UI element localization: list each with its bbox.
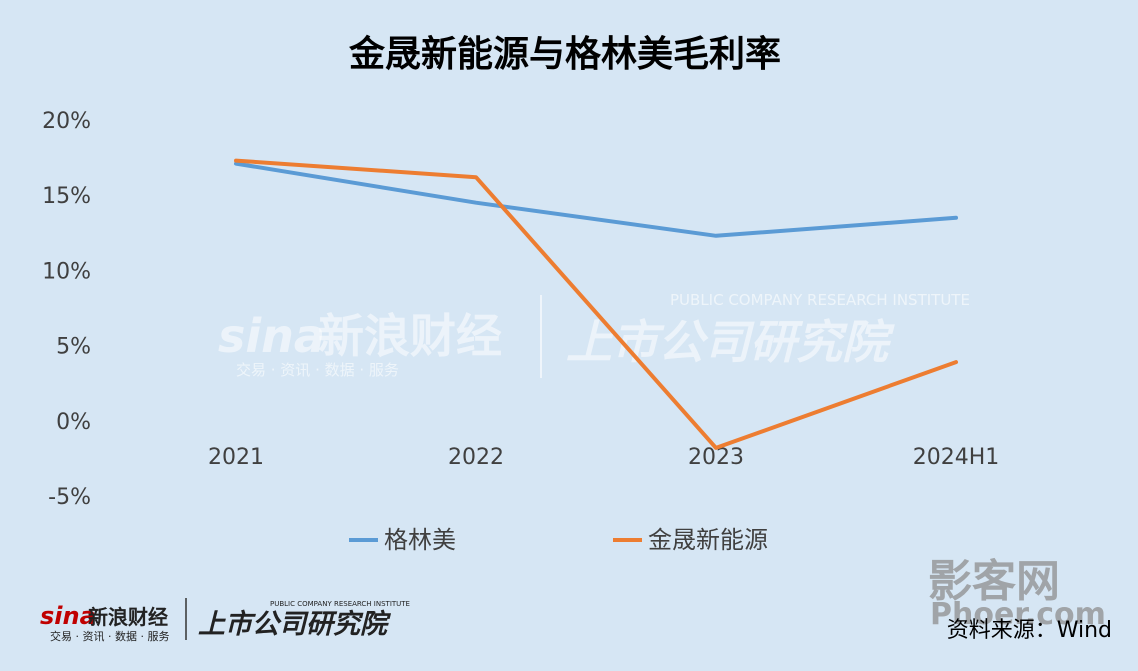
footer-sina-logo: sina bbox=[40, 602, 96, 630]
corner-watermark: 影客网 Phoer.com bbox=[928, 556, 1106, 632]
center-watermark: sina 新浪财经 交易 · 资讯 · 数据 · 服务 PUBLIC COMPA… bbox=[218, 291, 970, 379]
series-line-glm-point bbox=[954, 216, 958, 220]
footer-institute: 上市公司研究院 bbox=[198, 609, 392, 640]
watermark-sina-brand: 新浪财经 bbox=[318, 309, 502, 363]
watermark-institute-en: PUBLIC COMPANY RESEARCH INSTITUTE bbox=[670, 291, 970, 309]
legend: 格林美 金晟新能源 bbox=[349, 526, 768, 554]
x-axis: 2021 2022 2023 2024H1 bbox=[208, 445, 999, 470]
footer-institute-en: PUBLIC COMPANY RESEARCH INSTITUTE bbox=[270, 600, 410, 608]
y-tick-label: 0% bbox=[56, 410, 91, 435]
y-tick-label: 15% bbox=[42, 184, 91, 209]
corner-watermark-en: Phoer.com bbox=[930, 597, 1106, 632]
series-line-jinsheng bbox=[234, 158, 958, 450]
series-line-jinsheng-point bbox=[954, 360, 958, 364]
series-line-glm bbox=[234, 161, 958, 238]
y-tick-label: 5% bbox=[56, 335, 91, 360]
series-line-glm-point bbox=[234, 162, 238, 166]
series-line-jinsheng-point bbox=[474, 175, 478, 179]
series-lines bbox=[234, 158, 958, 450]
footer-sina-sub: 交易 · 资讯 · 数据 · 服务 bbox=[50, 629, 169, 643]
footer-sina-brand: 新浪财经 bbox=[88, 605, 168, 629]
series-line-jinsheng-point bbox=[714, 446, 718, 450]
y-tick-label: 20% bbox=[42, 109, 91, 134]
footer-logos: sina 新浪财经 交易 · 资讯 · 数据 · 服务 PUBLIC COMPA… bbox=[40, 598, 410, 643]
y-tick-label: -5% bbox=[48, 485, 91, 510]
x-tick-label: 2024H1 bbox=[913, 445, 1000, 470]
corner-watermark-cn: 影客网 bbox=[928, 556, 1060, 607]
legend-label-glm: 格林美 bbox=[384, 526, 456, 554]
source-note: 资料来源：Wind bbox=[947, 618, 1112, 643]
y-tick-label: 10% bbox=[42, 259, 91, 284]
legend-label-jinsheng: 金晟新能源 bbox=[648, 526, 768, 554]
series-line-glm-point bbox=[714, 234, 718, 238]
watermark-sina-logo: sina bbox=[218, 309, 325, 363]
series-line-glm-point bbox=[474, 201, 478, 205]
series-line-jinsheng-point bbox=[234, 159, 238, 163]
y-axis: 20% 15% 10% 5% 0% -5% bbox=[42, 109, 91, 510]
x-tick-label: 2021 bbox=[208, 445, 264, 470]
x-tick-label: 2022 bbox=[448, 445, 504, 470]
chart-title: 金晟新能源与格林美毛利率 bbox=[348, 33, 781, 75]
watermark-institute: 上市公司研究院 bbox=[566, 315, 895, 369]
watermark-sina-sub: 交易 · 资讯 · 数据 · 服务 bbox=[236, 361, 399, 379]
